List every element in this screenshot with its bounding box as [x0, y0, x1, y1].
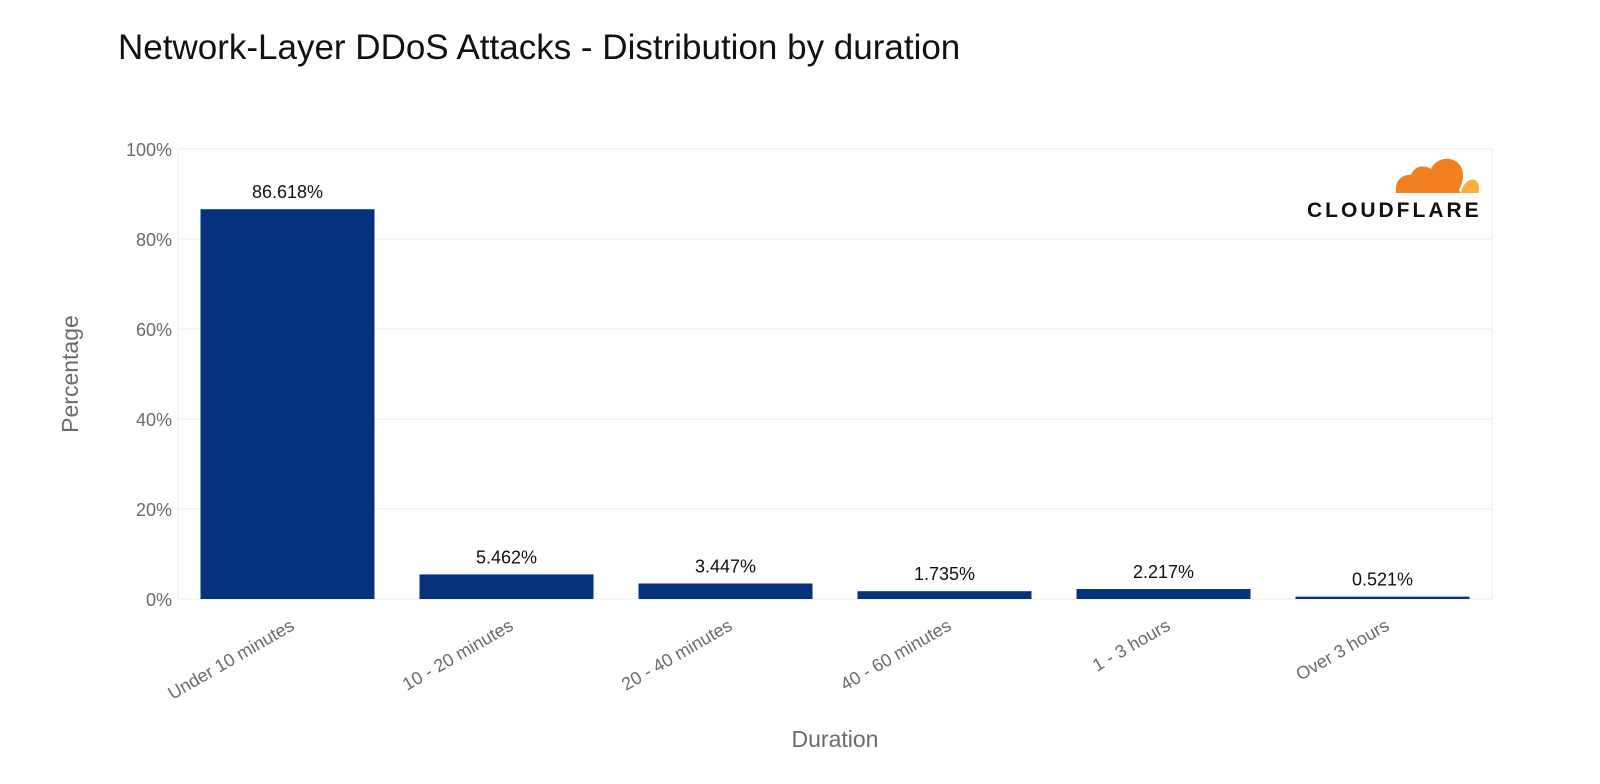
data-label: 5.462% — [476, 547, 537, 567]
x-tick-label: 1 - 3 hours — [1089, 615, 1174, 675]
y-tick-label: 80% — [136, 230, 172, 250]
chart-title: Network-Layer DDoS Attacks - Distributio… — [118, 28, 961, 67]
x-tick-label: 40 - 60 minutes — [837, 615, 954, 694]
x-tick-label: 10 - 20 minutes — [399, 615, 516, 694]
logo-wordmark: CLOUDFLARE — [1307, 199, 1482, 222]
data-label: 2.217% — [1133, 562, 1194, 582]
bar — [857, 591, 1032, 599]
plot-frame — [177, 148, 1493, 600]
bar — [638, 583, 813, 599]
cloud-main-shape — [1396, 158, 1463, 196]
cloud-accent-shape — [1460, 179, 1480, 196]
bar — [1295, 596, 1470, 599]
y-axis-title: Percentage — [57, 315, 83, 433]
x-tick-label: Under 10 minutes — [164, 615, 297, 703]
data-label: 86.618% — [252, 182, 323, 202]
x-tick-label: 20 - 40 minutes — [618, 615, 735, 694]
cloudflare-logo: CLOUDFLARE — [1307, 158, 1482, 222]
bar — [419, 574, 594, 599]
y-tick-label: 0% — [146, 590, 172, 610]
bar — [1076, 589, 1251, 599]
x-tick-label: Over 3 hours — [1292, 615, 1392, 684]
bar — [200, 209, 375, 599]
data-label: 3.447% — [695, 556, 756, 576]
y-tick-label: 60% — [136, 320, 172, 340]
y-tick-label: 20% — [136, 500, 172, 520]
data-label: 1.735% — [914, 564, 975, 584]
y-tick-label: 40% — [136, 410, 172, 430]
y-tick-label: 100% — [126, 140, 172, 160]
data-label: 0.521% — [1352, 570, 1413, 590]
x-axis-title: Duration — [792, 726, 879, 752]
cloud-base-gap — [1395, 193, 1479, 196]
